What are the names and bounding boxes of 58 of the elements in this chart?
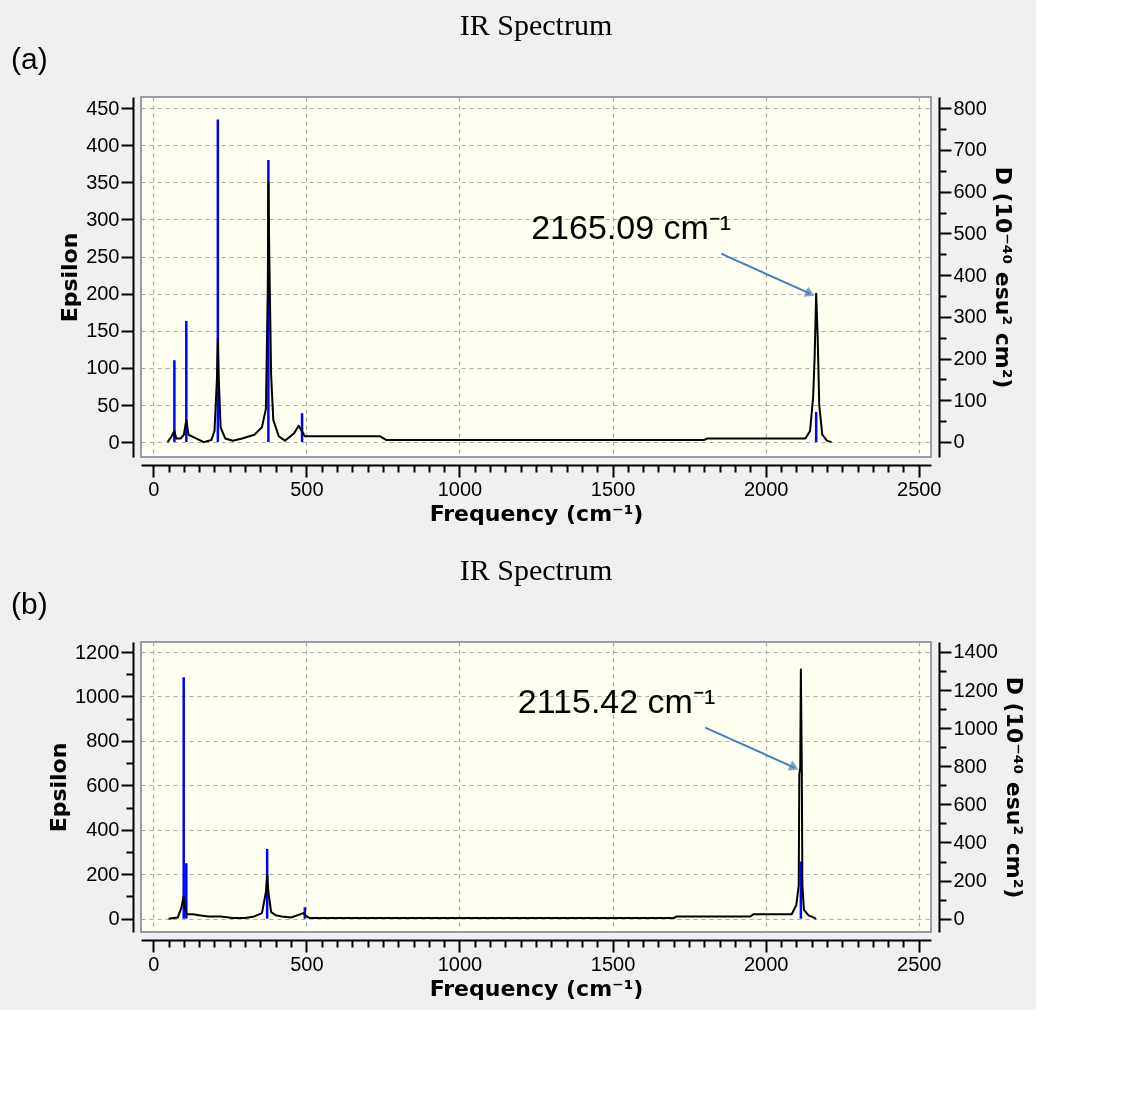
y-tick-label: 100: [86, 356, 120, 379]
text: (b): [11, 587, 48, 620]
y-tick-label: 0: [108, 907, 120, 930]
chart-title: IR Spectrum: [459, 553, 613, 586]
x-tick-label: 1000: [437, 477, 483, 500]
y-tick-label: 0: [108, 430, 120, 453]
annotation: 2115.42 cm⁻¹: [517, 681, 716, 720]
y2-tick-label: 800: [953, 754, 987, 777]
y2-tick-label: 600: [953, 180, 987, 203]
y2-tick-label: 400: [953, 263, 987, 286]
y2-axis-title: D (10⁻⁴⁰ esu² cm²): [1001, 676, 1027, 899]
x-tick-label: 500: [290, 952, 324, 975]
y2-tick-label: 400: [953, 830, 987, 853]
y-tick-label: 400: [86, 818, 120, 841]
x-tick-label: 1500: [590, 477, 636, 500]
y-tick-label: 300: [86, 207, 120, 230]
y-tick-label: 400: [86, 133, 120, 156]
annotation: 2165.09 cm⁻¹: [531, 207, 732, 246]
y2-tick-label: 200: [953, 347, 987, 370]
x-axis-title: Frequency (cm⁻¹): [429, 975, 644, 1001]
x-tick-label: 500: [290, 477, 324, 500]
y-tick-label: 450: [86, 96, 120, 119]
y2-tick-label: 500: [953, 221, 987, 244]
y-tick-label: 350: [86, 170, 120, 193]
y-axis-title: Epsilon: [57, 232, 83, 323]
x-tick-label: 0: [148, 477, 160, 500]
x-tick-label: 2500: [897, 952, 942, 975]
x-tick-label: 2500: [897, 477, 942, 500]
x-tick-label: 1500: [590, 952, 636, 975]
x-tick-label: 2000: [743, 477, 789, 500]
y2-tick-label: 600: [953, 792, 987, 815]
y2-tick-label: 0: [953, 907, 965, 930]
y-tick-label: 800: [86, 729, 120, 752]
y2-tick-label: 1200: [953, 678, 998, 701]
y-tick-label: 50: [97, 393, 120, 416]
x-axis-title: Frequency (cm⁻¹): [429, 500, 644, 526]
x-tick-label: 2000: [743, 952, 789, 975]
y2-tick-label: 1000: [953, 716, 998, 739]
y-tick-label: 250: [86, 245, 120, 268]
y2-tick-label: 700: [953, 138, 987, 161]
y2-tick-label: 0: [953, 430, 965, 453]
chart-title: IR Spectrum: [459, 8, 613, 41]
y-tick-label: 1000: [75, 684, 120, 707]
y2-tick-label: 800: [953, 96, 987, 119]
y2-tick-label: 100: [953, 388, 987, 411]
y2-tick-label: 1400: [953, 640, 998, 663]
y-tick-label: 150: [86, 319, 120, 342]
y-tick-label: 600: [86, 773, 120, 796]
x-tick-label: 1000: [437, 952, 483, 975]
y-tick-label: 200: [86, 282, 120, 305]
x-tick-label: 0: [148, 952, 160, 975]
y2-tick-label: 200: [953, 869, 987, 892]
y-tick-label: 1200: [75, 640, 120, 663]
y-axis-title: Epsilon: [46, 742, 72, 833]
text: (a): [11, 42, 48, 75]
y-tick-label: 200: [86, 862, 120, 885]
y2-tick-label: 300: [953, 305, 987, 328]
y2-axis-title: D (10⁻⁴⁰ esu² cm²): [990, 166, 1016, 389]
